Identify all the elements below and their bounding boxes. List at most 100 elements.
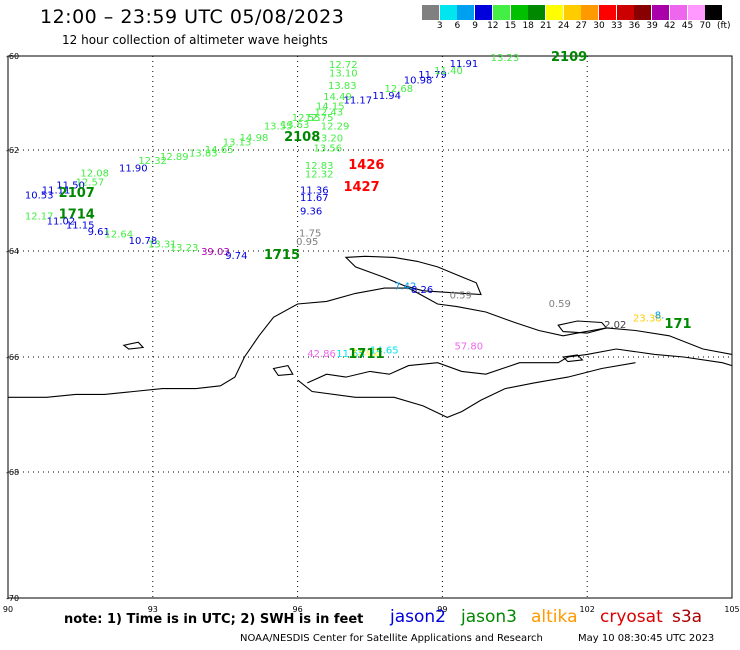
wave-height-label: 13.20 — [314, 133, 343, 144]
wave-height-label: 12.29 — [321, 122, 350, 133]
wave-height-label: 12.55 — [292, 113, 321, 124]
legend-jason2: jason2 — [390, 607, 446, 627]
wave-height-label: 0.59 — [549, 299, 571, 310]
wave-height-label: 12.32 — [138, 156, 167, 167]
colorbar-swatch — [510, 5, 528, 20]
colorbar-swatch — [652, 5, 670, 20]
wave-height-label: 7.42 — [394, 281, 416, 292]
wave-height-label: 9.61 — [88, 227, 110, 238]
wave-height-label: 13.31 — [148, 239, 177, 250]
wave-height-label: 12.68 — [384, 84, 413, 95]
lat-tick-label: -66 — [6, 353, 19, 362]
wave-height-label: 9.36 — [300, 207, 322, 218]
wave-height-label: 12.64 — [105, 229, 134, 240]
colorbar-swatch — [439, 5, 457, 20]
wave-height-label: 12.32 — [305, 170, 334, 181]
colorbar-tick-label: 39 — [646, 21, 658, 31]
colorbar-swatch — [492, 5, 510, 20]
wave-height-label: 11.94 — [372, 91, 401, 102]
wave-height-label: 1.75 — [299, 228, 321, 239]
lat-tick-label: -62 — [6, 146, 19, 155]
colorbar-swatch — [457, 5, 475, 20]
page-subtitle: 12 hour collection of altimeter wave hei… — [62, 33, 328, 47]
coastline — [8, 287, 733, 398]
credit-text: NOAA/NESDIS Center for Satellite Applica… — [240, 633, 543, 644]
wave-height-label: 11.67 — [300, 193, 329, 204]
colorbar-swatch — [528, 5, 546, 20]
wave-height-label: 39.03 — [201, 247, 230, 258]
island-outline — [272, 364, 294, 376]
wave-height-label: 11.40 — [434, 66, 463, 77]
legend-s3a: s3a — [672, 607, 703, 627]
pass-time-label: 1427 — [343, 180, 379, 195]
colorbar-tick-label: 45 — [681, 21, 694, 31]
island-outline — [122, 341, 145, 350]
wave-height-label: 14.15 — [316, 101, 345, 112]
colorbar-swatch — [705, 5, 723, 20]
wave-height-label: 0.59 — [450, 290, 472, 301]
colorbar-tick-label: 9 — [472, 21, 478, 31]
wave-height-label: 10.78 — [129, 236, 158, 247]
legend-jason3: jason3 — [461, 607, 517, 627]
wave-height-label: 11.50 — [56, 180, 85, 191]
wave-height-label: 11.17 — [343, 96, 372, 107]
wave-height-label: 12.57 — [76, 177, 105, 188]
wave-height-label: 11.90 — [119, 164, 148, 175]
wave-height-label: 12.43 — [314, 107, 343, 118]
pass-time-label: 2108 — [284, 130, 320, 145]
wave-height-label: 13.56 — [314, 144, 343, 155]
lon-tick-label: 102 — [580, 605, 595, 614]
lon-tick-label: 99 — [437, 605, 447, 614]
island-outline — [557, 320, 608, 334]
page-title: 12:00 – 23:59 UTC 05/08/2023 — [40, 6, 345, 28]
colorbar-tick-label: 33 — [610, 21, 623, 31]
wave-height-label: 14.98 — [240, 133, 269, 144]
wave-height-label: 11.02 — [47, 217, 76, 228]
wave-height-label: 42.86 — [307, 349, 336, 360]
colorbar-tick-label: 42 — [664, 21, 676, 31]
wave-height-label: 10.53 — [25, 190, 54, 201]
wave-height-label: 12.75 — [305, 113, 334, 124]
wave-height-label: 11.79 — [418, 70, 447, 81]
colorbar-swatch — [634, 5, 652, 20]
island-outline — [561, 354, 584, 363]
wave-height-label: 23.02 — [351, 348, 380, 359]
wave-height-label: 13.83 — [328, 81, 357, 92]
island-outline — [344, 255, 482, 296]
colorbar-swatch — [616, 5, 634, 20]
lon-tick-label: 96 — [293, 605, 303, 614]
wave-height-label: 12.17 — [25, 212, 54, 223]
wave-height-label: 23.38 — [633, 313, 662, 324]
lon-tick-label: 105 — [724, 605, 739, 614]
colorbar-tick-label: 3 — [436, 21, 443, 31]
lat-tick-label: -64 — [6, 247, 19, 256]
colorbar-swatch — [599, 5, 616, 20]
legend-cryosat: cryosat — [600, 607, 663, 627]
wave-height-label: 14.65 — [205, 145, 234, 156]
colorbar-tick-label: 18 — [522, 21, 534, 31]
footer-note: note: 1) Time is in UTC; 2) SWH is in fe… — [64, 612, 364, 627]
colorbar-swatch — [669, 5, 687, 20]
wave-height-label: 11.91 — [450, 59, 479, 70]
colorbar-tick-label: 36 — [628, 21, 641, 31]
colorbar-tick-label: 15 — [504, 21, 517, 31]
colorbar-tick-label: 27 — [575, 21, 588, 31]
legend-altika: altika — [531, 607, 578, 627]
pass-time-label: 1426 — [348, 158, 384, 173]
colorbar-tick-label: 21 — [540, 21, 552, 31]
colorbar-tick-label: 70 — [699, 21, 711, 31]
lat-tick-label: -68 — [6, 468, 19, 477]
wave-height-label: 11.36 — [300, 185, 329, 196]
wave-height-label: 13.10 — [329, 68, 358, 79]
wave-height-label: 2.02 — [604, 320, 626, 331]
wave-height-label: 11.55 — [336, 349, 365, 360]
colorbar-swatch — [687, 5, 705, 20]
wave-height-label: 14.49 — [323, 92, 352, 103]
wave-height-label: 11.15 — [66, 221, 95, 232]
wave-height-label: 13.23 — [170, 243, 199, 254]
wave-height-label: 13.83 — [189, 149, 218, 160]
pass-time-label: 1715 — [264, 248, 300, 263]
pass-time-label: 1714 — [59, 208, 95, 223]
